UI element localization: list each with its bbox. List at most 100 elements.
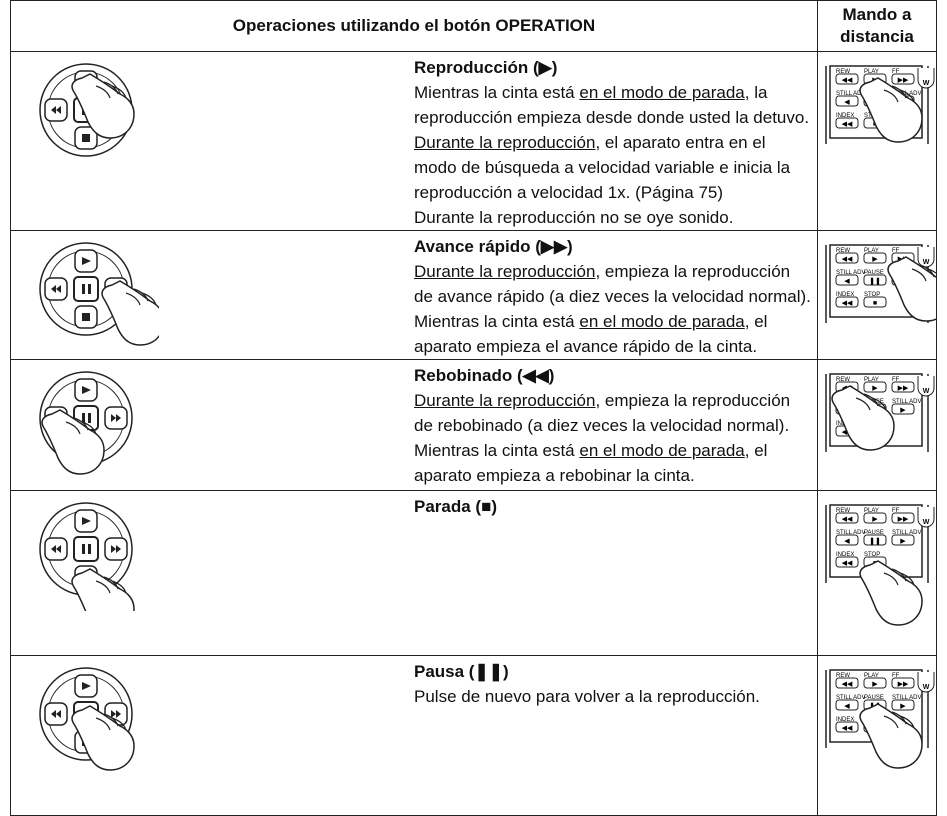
operation-dial — [39, 371, 133, 475]
remote-button — [835, 274, 859, 286]
dial-symbol — [111, 545, 121, 553]
remote-w-button — [917, 376, 935, 397]
dial-symbol — [82, 134, 90, 142]
table-row: Parada (■) REW ◀◀ PLAY ▶ FF ▶▶ STILL ADV ◀ PAUSE ❚… — [10, 490, 937, 656]
remote-label: PLAY — [864, 377, 879, 383]
text-run: , el aparato empieza el avance rápido de… — [414, 312, 768, 356]
paragraph: Mientras la cinta está en el modo de par… — [414, 80, 811, 130]
remote-label: PAUSE — [864, 695, 884, 701]
remote-symbol: ◀◀ — [842, 256, 853, 263]
remote-button — [891, 512, 915, 524]
dial-svg — [39, 242, 165, 346]
remote-button — [835, 534, 859, 546]
remote-button — [863, 274, 887, 286]
icon-cell — [10, 655, 414, 816]
remote-symbol: ▶▶ — [898, 516, 909, 523]
remote-symbol: ◀ — [844, 538, 850, 545]
hand — [859, 77, 923, 143]
finger-line — [911, 268, 927, 282]
remote-w-button — [917, 68, 935, 89]
hand — [831, 385, 895, 451]
underlined-run: en el modo de parada — [579, 441, 745, 460]
remote-cell: REW◀◀PLAY▶FF▶▶STILL ADV◀PAUSE❚❚STILL ADV… — [817, 51, 937, 231]
remote-symbol: ◀◀ — [842, 725, 853, 732]
icon-cell — [10, 490, 414, 656]
table-row: Rebobinado (◀◀) Durante la reproducción, … — [10, 359, 937, 491]
remote-button — [835, 699, 859, 711]
finger-line — [883, 715, 899, 729]
remote-label: REW — [836, 673, 850, 679]
remote-symbol: ◀◀ — [842, 121, 853, 128]
remote-button — [863, 296, 887, 308]
remote-symbol: ◀◀ — [842, 681, 853, 688]
dial-svg — [39, 667, 135, 771]
remote-button — [835, 73, 859, 85]
remote-symbol: ◀ — [844, 703, 850, 710]
paragraph: Durante la reproducción, empieza la repr… — [414, 388, 811, 438]
remote-label: PLAY — [864, 508, 879, 514]
remote-label: W — [923, 259, 930, 266]
finger-line — [141, 292, 157, 306]
finger-line — [81, 421, 97, 435]
row-title: Pausa (❚❚) — [414, 662, 509, 681]
dial-symbol — [111, 414, 121, 422]
remote-w-button — [917, 672, 935, 693]
dial-svg — [39, 502, 135, 634]
remote-label: PLAY — [864, 673, 879, 679]
dial-symbol — [82, 257, 91, 265]
pause-symbol — [82, 284, 91, 294]
remote-symbol: ▶ — [872, 385, 878, 392]
remote-button — [891, 534, 915, 546]
table-row: Avance rápido (▶▶) Durante la reproducció… — [10, 230, 947, 360]
remote-label: INDEX — [836, 292, 854, 298]
remote-label: REW — [836, 69, 850, 75]
text-run: , empieza la reproducción de avance rápi… — [414, 262, 811, 306]
remote-label: STILL ADV — [892, 695, 921, 701]
finger-line — [899, 89, 915, 103]
remote-label: STILL ADV — [892, 399, 921, 405]
finger-line — [111, 717, 127, 731]
pause-button — [73, 536, 99, 562]
operation-dial — [39, 667, 135, 771]
remote-label: FF — [892, 508, 900, 514]
text-cell: Reproducción (▶) Mientras la cinta está e… — [414, 51, 818, 231]
text-run: , la reproducción empieza desde donde us… — [414, 83, 810, 127]
pause-button — [73, 276, 99, 302]
remote-symbol: ▶▶ — [898, 77, 909, 84]
remote-svg: REW◀◀PLAY▶FF▶▶STILL ADV◀PAUSE❚❚STILL ADV… — [825, 65, 935, 144]
dial-svg — [39, 371, 133, 475]
remote-illustration: REW◀◀PLAY▶FF▶▶STILL ADV◀PAUSE❚❚STILL ADV… — [825, 244, 947, 323]
remote-illustration: REW◀◀PLAY▶FF▶▶STILL ADV◀PAUSE❚❚STILL ADV… — [825, 373, 935, 452]
text-run: , empieza la reproducción de rebobinado … — [414, 391, 791, 435]
table-body: Reproducción (▶) Mientras la cinta está e… — [10, 51, 947, 816]
paragraph: Mientras la cinta está en el modo de par… — [414, 438, 811, 488]
paragraph: Durante la reproducción, el aparato entr… — [414, 130, 811, 205]
underlined-run: en el modo de parada — [579, 312, 745, 331]
text-cell: Rebobinado (◀◀) Durante la reproducción, … — [414, 359, 818, 491]
remote-label: W — [923, 388, 930, 395]
remote-label: FF — [892, 248, 900, 254]
remote-button — [835, 95, 859, 107]
remote-illustration: REW◀◀PLAY▶FF▶▶STILL ADV◀PAUSE❚❚STILL ADV… — [825, 504, 935, 626]
remote-label: PAUSE — [864, 270, 884, 276]
text-cell: Avance rápido (▶▶) Durante la reproducció… — [414, 230, 818, 360]
remote-button — [891, 403, 915, 415]
paragraph: Durante la reproducción, empieza la repr… — [414, 259, 811, 309]
remote-label: STOP — [864, 552, 880, 558]
remote-label: STILL ADV — [836, 270, 865, 276]
text-cell: Parada (■) — [414, 490, 818, 656]
remote-button — [891, 381, 915, 393]
header-remote: Mando a distancia — [817, 0, 937, 52]
finger-line — [65, 421, 81, 435]
hand — [71, 73, 135, 139]
dial-symbol — [82, 682, 91, 690]
remote-symbol: ◀◀ — [842, 560, 853, 567]
remote-button — [835, 677, 859, 689]
remote-button — [863, 512, 887, 524]
text-run: , el aparato entra en el modo de búsqued… — [414, 133, 791, 202]
remote-symbol: ▶ — [900, 407, 906, 414]
remote-symbol: ▶ — [900, 703, 906, 710]
operation-dial — [39, 502, 135, 634]
finger-line — [871, 397, 887, 411]
table-row: Reproducción (▶) Mientras la cinta está e… — [10, 51, 937, 231]
